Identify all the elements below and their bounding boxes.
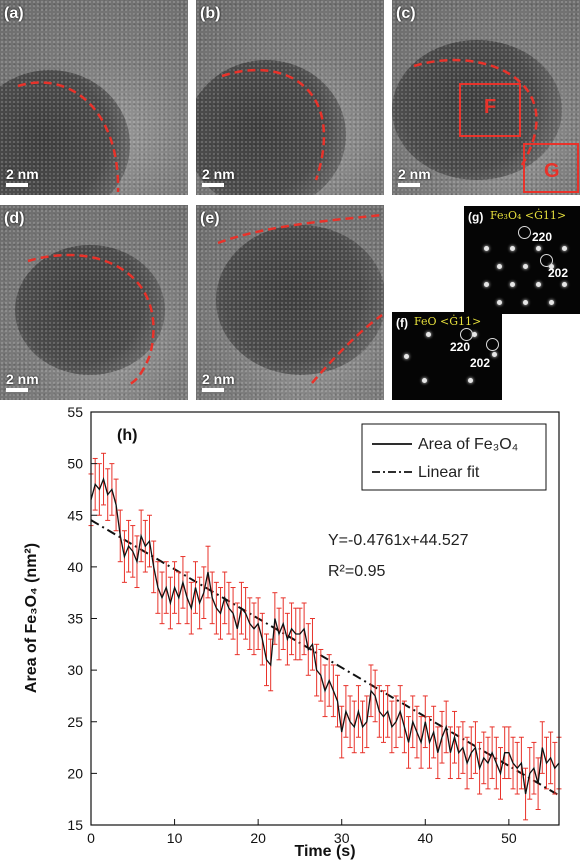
x-axis-label: Time (s)	[294, 843, 355, 860]
linear-fit-line	[90, 519, 560, 797]
diffraction-ring	[486, 338, 499, 351]
y-tick-label: 50	[67, 456, 83, 472]
y-tick-label: 30	[67, 662, 83, 678]
panel-d-micrograph: (d) 2 nm	[0, 205, 188, 400]
scale-bar-label: 2 nm	[202, 166, 235, 182]
scale-bar: 2 nm	[398, 166, 431, 187]
scale-bar: 2 nm	[6, 371, 39, 392]
x-tick-label: 0	[87, 830, 95, 846]
scale-bar-label: 2 nm	[6, 166, 39, 182]
x-tick-label: 20	[250, 830, 266, 846]
panel-g-diffraction: Fe₃O₄ <Ġ11> (g) 220 202	[464, 206, 580, 314]
diffraction-ring	[518, 226, 531, 239]
panel-a-micrograph: (a) 2 nm	[0, 0, 188, 195]
panel-c-label: (c)	[396, 5, 416, 22]
x-tick-label: 40	[417, 830, 433, 846]
panel-b-micrograph: (b) 2 nm	[196, 0, 384, 195]
r-squared: R²=0.95	[328, 563, 385, 580]
panel-f-title: FeO <Ġ11>	[414, 315, 482, 328]
panel-h-label: (h)	[117, 427, 137, 444]
panel-d-label: (d)	[4, 210, 25, 227]
panel-f-label: (f)	[396, 316, 408, 330]
panel-e-label: (e)	[200, 210, 220, 227]
panel-d-boundary	[27, 253, 155, 387]
y-tick-label: 35	[67, 611, 83, 627]
area-time-chart: 0 10 20 30 40 50 15 20 25 30 35 40 45 50 55 (h) Time (…	[23, 404, 562, 860]
panel-a-boundary	[17, 81, 120, 193]
y-axis-label: Area of Fe₃O₄ (nm²)	[23, 543, 40, 693]
y-tick-label: 45	[67, 507, 83, 523]
spot-220-label: 220	[532, 230, 553, 244]
y-tick-label: 55	[67, 404, 83, 420]
spot-220-label: 220	[450, 340, 471, 354]
legend: Area of Fe₃O₄ Linear fit	[361, 423, 547, 491]
x-tick-label: 30	[334, 830, 350, 846]
scale-bar-label: 2 nm	[202, 371, 235, 387]
y-tick-label: 25	[67, 714, 83, 730]
legend-series-label: Area of Fe₃O₄	[418, 436, 518, 453]
region-f-label: F	[484, 96, 497, 118]
panel-c-boundary	[413, 58, 579, 193]
diffraction-ring	[540, 254, 553, 267]
x-tick-label: 50	[501, 830, 517, 846]
area-series-line	[90, 477, 560, 795]
scale-bar: 2 nm	[202, 166, 235, 187]
diffraction-ring	[460, 328, 473, 341]
y-tick-label: 40	[67, 559, 83, 575]
panel-a-label: (a)	[4, 5, 24, 22]
scale-bar-label: 2 nm	[6, 371, 39, 387]
panel-f-diffraction: FeO <Ġ11> (f) 220 202	[392, 312, 502, 400]
panel-g-title: Fe₃O₄ <Ġ11>	[490, 209, 567, 222]
fit-equation: Y=-0.4761x+44.527	[328, 532, 469, 549]
region-g-label: G	[544, 160, 560, 182]
scale-bar: 2 nm	[6, 166, 39, 187]
panel-e-micrograph: (e) 2 nm	[196, 205, 384, 400]
y-tick-label: 20	[67, 765, 83, 781]
y-tick-label: 15	[67, 817, 83, 833]
legend-fit-label: Linear fit	[418, 464, 480, 481]
spot-202-label: 202	[548, 266, 569, 280]
scale-bar-label: 2 nm	[398, 166, 431, 182]
scale-bar: 2 nm	[202, 371, 235, 392]
panel-g-label: (g)	[468, 210, 484, 224]
spot-202-label: 202	[470, 356, 491, 370]
panel-e-boundary	[217, 213, 383, 384]
x-tick-label: 10	[167, 830, 183, 846]
panel-b-label: (b)	[200, 5, 221, 22]
panel-c-micrograph: (c) F G 2 nm	[392, 0, 580, 195]
